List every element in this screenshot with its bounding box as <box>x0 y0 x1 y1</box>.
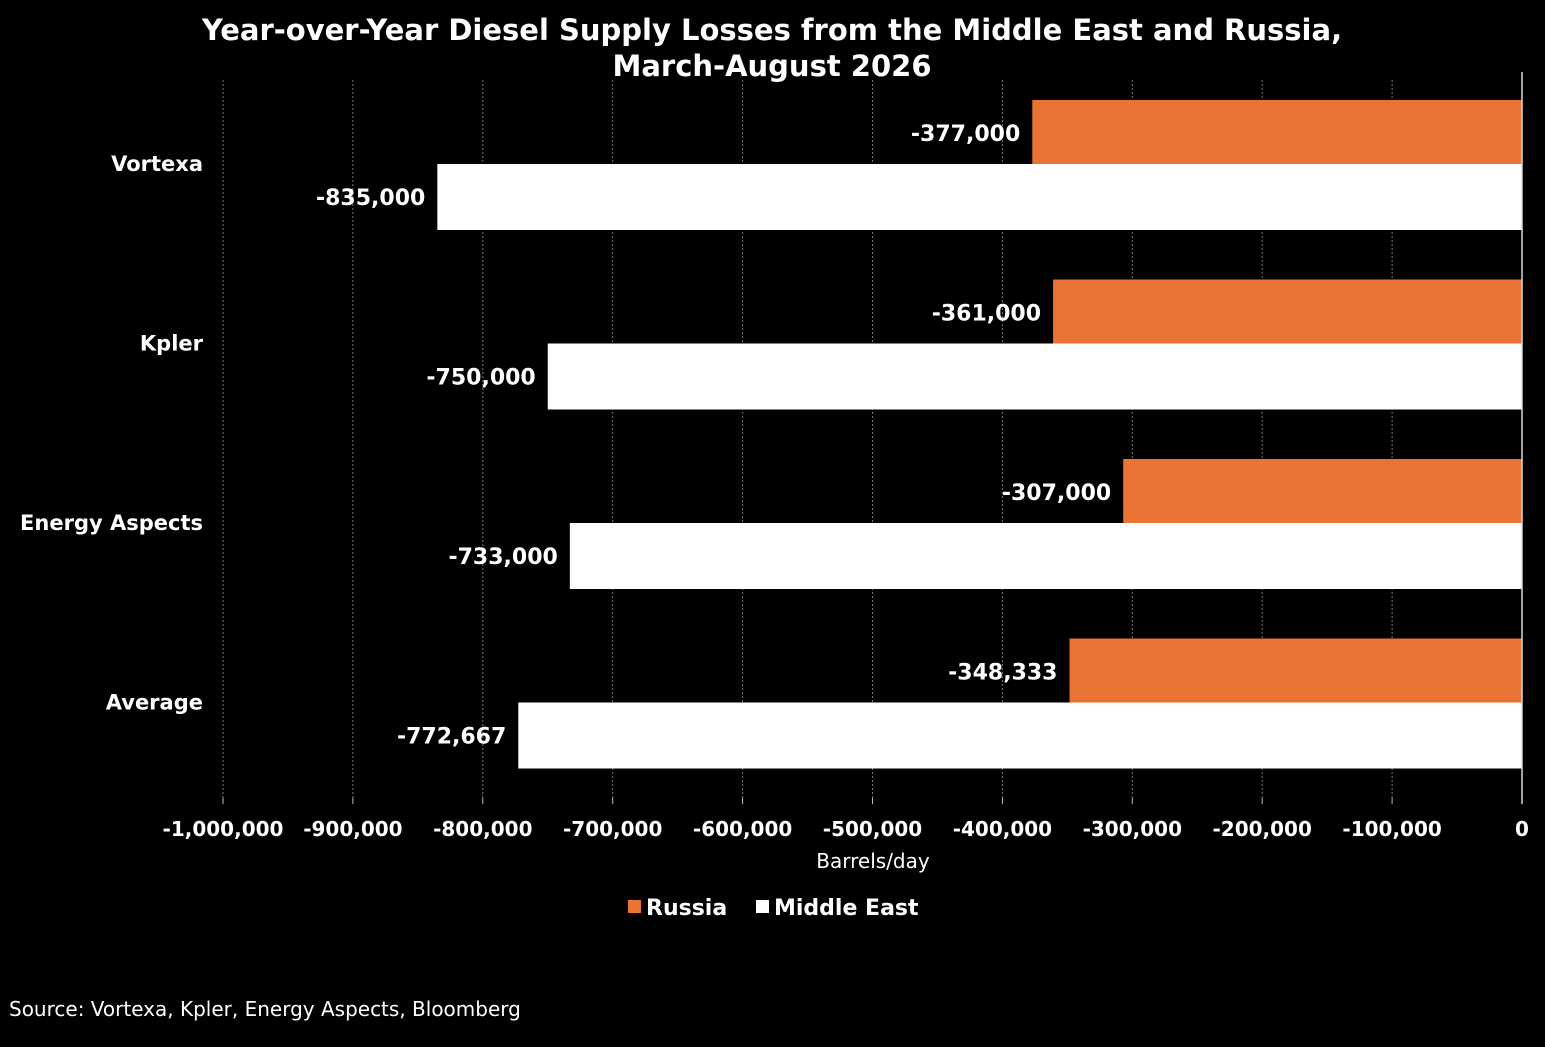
source-note: Source: Vortexa, Kpler, Energy Aspects, … <box>9 997 521 1021</box>
x-tick-label: -600,000 <box>693 817 792 841</box>
x-tick-label: -300,000 <box>1083 817 1182 841</box>
legend-label: Middle East <box>774 896 919 921</box>
chart-title-line: March-August 2026 <box>612 49 931 83</box>
labels: Vortexa -377,000 -835,000 Kpler -361,000 -750… <box>20 122 1111 750</box>
bar-russia <box>1053 279 1522 346</box>
x-tick-label: -200,000 <box>1212 817 1311 841</box>
category-label: Average <box>106 691 203 715</box>
legend-swatch <box>628 900 641 913</box>
chart-title-line: Year-over-Year Diesel Supply Losses from… <box>201 13 1342 47</box>
legend: Russia Middle East <box>628 896 919 921</box>
x-tick-label: -400,000 <box>953 817 1052 841</box>
x-tick-label: -700,000 <box>563 817 662 841</box>
data-label: -772,667 <box>397 725 506 750</box>
data-label: -377,000 <box>911 122 1020 147</box>
x-tick-label: -100,000 <box>1342 817 1441 841</box>
bar-russia <box>1123 459 1522 525</box>
data-label: -361,000 <box>932 302 1041 327</box>
bar-russia <box>1032 100 1522 166</box>
x-tick-label: 0 <box>1515 817 1529 841</box>
data-label: -750,000 <box>426 366 535 391</box>
legend-label: Russia <box>646 896 727 921</box>
category-label: Energy Aspects <box>20 511 203 535</box>
x-tick-label: -900,000 <box>303 817 402 841</box>
data-label: -348,333 <box>948 661 1057 686</box>
x-tick-label: -500,000 <box>823 817 922 841</box>
chart-title: Year-over-Year Diesel Supply Losses from… <box>201 13 1342 83</box>
data-label: -733,000 <box>448 545 557 570</box>
bar-middle-east <box>569 523 1522 589</box>
data-label: -835,000 <box>316 186 425 211</box>
x-tick-label: -800,000 <box>433 817 532 841</box>
bar-middle-east <box>518 702 1522 769</box>
legend-swatch <box>756 900 769 913</box>
data-label: -307,000 <box>1002 481 1111 506</box>
bar-middle-east <box>547 343 1522 410</box>
x-axis-title: Barrels/day <box>816 849 930 873</box>
axes: -1,000,000 -900,000 -800,000 -700,000 -600,0… <box>163 72 1529 873</box>
bars <box>437 100 1523 769</box>
category-label: Vortexa <box>111 152 203 176</box>
bar-russia <box>1069 638 1522 705</box>
category-label: Kpler <box>140 332 204 356</box>
x-tick-label: -1,000,000 <box>163 817 284 841</box>
bar-middle-east <box>437 164 1523 230</box>
